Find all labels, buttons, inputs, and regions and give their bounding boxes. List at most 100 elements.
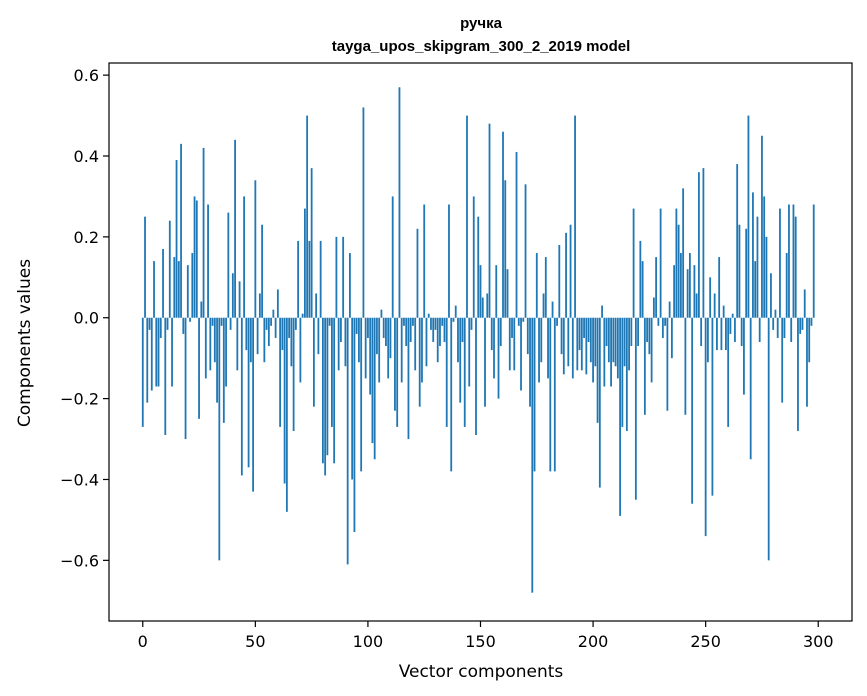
bar bbox=[788, 204, 790, 318]
bar bbox=[607, 317, 610, 363]
bar bbox=[738, 224, 741, 318]
bar bbox=[162, 249, 164, 318]
bar bbox=[207, 204, 209, 318]
bar bbox=[684, 317, 687, 415]
bar bbox=[222, 317, 225, 423]
bar bbox=[686, 269, 689, 318]
bar bbox=[441, 317, 444, 326]
bar bbox=[695, 293, 698, 318]
bar bbox=[794, 216, 797, 318]
bar bbox=[544, 257, 547, 318]
y-axis: −0.6 −0.4 −0.2 0.0 0.2 0.4 0.6 bbox=[60, 66, 109, 570]
bar bbox=[700, 317, 703, 347]
bar bbox=[252, 317, 254, 492]
bar bbox=[159, 317, 162, 338]
bar bbox=[371, 317, 374, 444]
bar bbox=[610, 317, 612, 387]
bar bbox=[193, 196, 196, 318]
bar bbox=[776, 317, 779, 338]
bar bbox=[601, 305, 603, 318]
bar bbox=[261, 224, 264, 318]
bar bbox=[589, 317, 592, 363]
bar bbox=[763, 196, 766, 318]
bar bbox=[761, 135, 763, 318]
bar bbox=[240, 317, 243, 476]
bar bbox=[288, 317, 291, 338]
bar bbox=[621, 317, 624, 427]
bar bbox=[274, 317, 277, 338]
bar bbox=[459, 317, 462, 403]
bar bbox=[725, 317, 727, 351]
bar bbox=[249, 317, 252, 363]
y-tick-label: 0.4 bbox=[74, 147, 99, 166]
chart-title: ручка bbox=[460, 15, 503, 32]
bar bbox=[549, 317, 552, 472]
bar bbox=[405, 317, 408, 347]
y-axis-label: Components values bbox=[15, 259, 35, 427]
bar bbox=[225, 317, 227, 387]
bar bbox=[585, 317, 588, 375]
bar bbox=[301, 313, 304, 318]
bar bbox=[218, 317, 221, 561]
bar bbox=[396, 317, 399, 427]
bar bbox=[553, 317, 556, 472]
bar bbox=[157, 317, 160, 387]
bar bbox=[511, 317, 513, 338]
bar bbox=[180, 143, 182, 318]
bar bbox=[155, 317, 158, 387]
bar bbox=[772, 317, 775, 330]
bar bbox=[439, 317, 441, 347]
bar bbox=[234, 139, 236, 318]
bar bbox=[490, 317, 493, 351]
bar bbox=[508, 317, 511, 371]
bar bbox=[673, 265, 676, 318]
bar bbox=[520, 317, 522, 391]
bar bbox=[727, 317, 730, 427]
bar bbox=[270, 317, 273, 326]
bar bbox=[495, 265, 498, 318]
bar bbox=[655, 257, 658, 318]
bar bbox=[285, 317, 288, 512]
bar bbox=[666, 317, 669, 411]
bar bbox=[472, 196, 475, 318]
bar bbox=[294, 317, 297, 330]
bar bbox=[380, 309, 383, 318]
bar bbox=[688, 253, 691, 318]
bar bbox=[551, 301, 554, 318]
bar bbox=[740, 317, 743, 347]
bar bbox=[569, 224, 572, 318]
bar bbox=[713, 293, 716, 318]
bar bbox=[423, 204, 426, 318]
bar bbox=[164, 317, 167, 435]
bar bbox=[736, 164, 739, 318]
bar bbox=[445, 317, 448, 427]
bar bbox=[749, 317, 752, 460]
bar bbox=[202, 147, 205, 318]
bar bbox=[213, 317, 216, 363]
bar bbox=[504, 180, 507, 318]
bar bbox=[652, 297, 655, 318]
y-tick-label: 0.6 bbox=[74, 66, 99, 85]
x-axis: 0 50 100 150 200 250 300 bbox=[138, 621, 834, 651]
bar bbox=[783, 317, 786, 338]
bar bbox=[716, 317, 718, 351]
bar bbox=[204, 317, 207, 379]
bar bbox=[312, 317, 315, 407]
bar bbox=[303, 208, 306, 318]
bar bbox=[475, 317, 477, 435]
bar bbox=[709, 277, 712, 318]
bar bbox=[743, 317, 745, 395]
bar bbox=[538, 317, 540, 383]
bar bbox=[576, 317, 579, 371]
bar bbox=[418, 317, 421, 407]
bar bbox=[661, 317, 664, 338]
bar bbox=[754, 261, 757, 318]
bar bbox=[319, 240, 322, 318]
bar bbox=[427, 313, 430, 318]
bar bbox=[457, 317, 459, 363]
bar bbox=[623, 317, 626, 367]
x-tick-label: 50 bbox=[245, 632, 265, 651]
bar bbox=[734, 317, 736, 342]
bar bbox=[567, 317, 570, 367]
